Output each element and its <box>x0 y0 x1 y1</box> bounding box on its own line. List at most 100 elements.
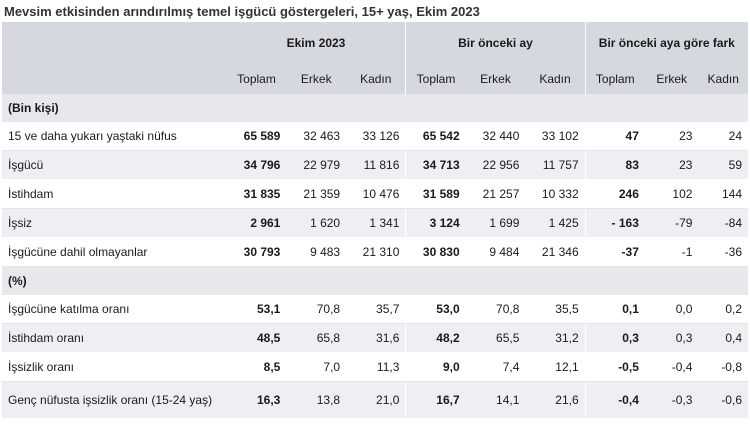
table-cell: 16,7 <box>405 381 466 419</box>
table-cell: 1 341 <box>346 208 406 238</box>
table-cell: - 163 <box>584 208 645 238</box>
table-cell: 3 124 <box>405 208 466 238</box>
table-cell: 47 <box>584 122 645 151</box>
table-cell: 102 <box>644 179 699 209</box>
table-cell: 2 961 <box>226 208 287 238</box>
table-cell: 11,3 <box>346 352 406 382</box>
table-cell: 7,4 <box>465 352 526 382</box>
row-label: İşgücüne dahil olmayanlar <box>2 237 227 267</box>
group-header-previous: Bir önceki ay <box>405 22 586 64</box>
group-header-current: Ekim 2023 <box>226 22 406 64</box>
table-cell: -79 <box>644 208 699 238</box>
table-cell: 83 <box>584 150 645 180</box>
table-cell: -0,6 <box>698 381 748 419</box>
table-cell: -36 <box>698 237 748 267</box>
table-cell: 48,5 <box>226 323 287 353</box>
table-row: İşgücüne katılma oranı 53,1 70,8 35,7 53,0 70… <box>2 295 748 324</box>
table-title: Mevsim etkisinden arındırılmış temel işg… <box>4 4 480 19</box>
table-cell: 34 713 <box>405 150 466 180</box>
table-cell: 35,7 <box>346 295 406 324</box>
row-label: İstihdam oranı <box>2 323 227 353</box>
table-cell: 0,2 <box>698 295 748 324</box>
table-cell: 9,0 <box>405 352 466 382</box>
table-cell: 0,4 <box>698 323 748 353</box>
table-cell: 53,1 <box>226 295 287 324</box>
table-cell: 30 793 <box>226 237 287 267</box>
table-cell: 7,0 <box>286 352 347 382</box>
table-cell: 23 <box>644 122 699 151</box>
table-cell: 12,1 <box>525 352 586 382</box>
section-row-percent: (%) <box>2 266 748 295</box>
subheader-total: Toplam <box>584 64 645 94</box>
table-cell: 0,3 <box>644 323 699 353</box>
table-cell: -0,3 <box>644 381 699 419</box>
table-cell: 70,8 <box>286 295 347 324</box>
subheader-female: Kadın <box>698 64 748 94</box>
table-cell: 33 102 <box>525 122 586 151</box>
table-cell: -0,4 <box>644 352 699 382</box>
table-cell: 21 257 <box>465 179 526 209</box>
table-cell: 59 <box>698 150 748 180</box>
table-cell: 11 816 <box>346 150 406 180</box>
table-row: İşgücüne dahil olmayanlar 30 793 9 483 21 3… <box>2 237 748 267</box>
table-cell: 65 589 <box>226 122 287 151</box>
table-cell: 35,5 <box>525 295 586 324</box>
row-label: İşgücüne katılma oranı <box>2 295 227 324</box>
subheader-total: Toplam <box>405 64 466 94</box>
table-cell: 24 <box>698 122 748 151</box>
row-label: İstihdam <box>2 179 227 209</box>
table-row: İşsiz 2 961 1 620 1 341 3 124 1 699 1 425- 163… <box>2 208 748 238</box>
table-row: İstihdam oranı 48,5 65,8 31,6 48,2 65,5 31,2 0,… <box>2 323 748 353</box>
table-cell: 9 484 <box>465 237 526 267</box>
table-cell: -1 <box>644 237 699 267</box>
table-cell: 14,1 <box>465 381 526 419</box>
table-cell: 13,8 <box>286 381 347 419</box>
row-label: İşsizlik oranı <box>2 352 227 382</box>
table-cell: 32 440 <box>465 122 526 151</box>
table-cell: 21 346 <box>525 237 586 267</box>
table-cell: 23 <box>644 150 699 180</box>
table-cell: -84 <box>698 208 748 238</box>
table-row: İşgücü 34 796 22 979 11 816 34 713 22 956 11 7… <box>2 150 748 180</box>
table-cell: 65 542 <box>405 122 466 151</box>
table-cell: 32 463 <box>286 122 347 151</box>
header-corner-sub <box>2 64 227 94</box>
table-cell: 65,8 <box>286 323 347 353</box>
table-row: Genç nüfusta işsizlik oranı (15-24 yaş) 1… <box>2 381 748 419</box>
table-cell: 1 699 <box>465 208 526 238</box>
row-label: İşsiz <box>2 208 227 238</box>
row-label: Genç nüfusta işsizlik oranı (15-24 yaş) <box>2 381 227 419</box>
table-cell: 21 359 <box>286 179 347 209</box>
table-cell: 11 757 <box>525 150 586 180</box>
table-cell: 1 425 <box>525 208 586 238</box>
table-cell: 9 483 <box>286 237 347 267</box>
table-cell: 53,0 <box>405 295 466 324</box>
table-cell: 34 796 <box>226 150 287 180</box>
subheader-male: Erkek <box>286 64 347 94</box>
section-label: (Bin kişi) <box>2 94 748 122</box>
table-cell: 16,3 <box>226 381 287 419</box>
subheader-total: Toplam <box>226 64 287 94</box>
table-cell: 65,5 <box>465 323 526 353</box>
table-cell: 8,5 <box>226 352 287 382</box>
table-cell: 31,2 <box>525 323 586 353</box>
subheader-male: Erkek <box>465 64 526 94</box>
table-cell: 0,0 <box>644 295 699 324</box>
table-cell: 31 589 <box>405 179 466 209</box>
table-cell: 31,6 <box>346 323 406 353</box>
table-cell: 1 620 <box>286 208 347 238</box>
subheader-female: Kadın <box>525 64 586 94</box>
table-cell: 21 310 <box>346 237 406 267</box>
table-cell: 22 956 <box>465 150 526 180</box>
table-row: 15 ve daha yukarı yaştaki nüfus 65 589 32 … <box>2 122 748 151</box>
subheader-female: Kadın <box>346 64 406 94</box>
table-cell: 22 979 <box>286 150 347 180</box>
table-cell: 0,3 <box>584 323 645 353</box>
table-cell: 10 476 <box>346 179 406 209</box>
table-cell: -0,8 <box>698 352 748 382</box>
labor-indicators-table: Ekim 2023 Bir önceki ay Bir önceki aya g… <box>2 22 748 419</box>
table-cell: 21,0 <box>346 381 406 419</box>
table-cell: 48,2 <box>405 323 466 353</box>
table-cell: -37 <box>584 237 645 267</box>
table-cell: 33 126 <box>346 122 406 151</box>
